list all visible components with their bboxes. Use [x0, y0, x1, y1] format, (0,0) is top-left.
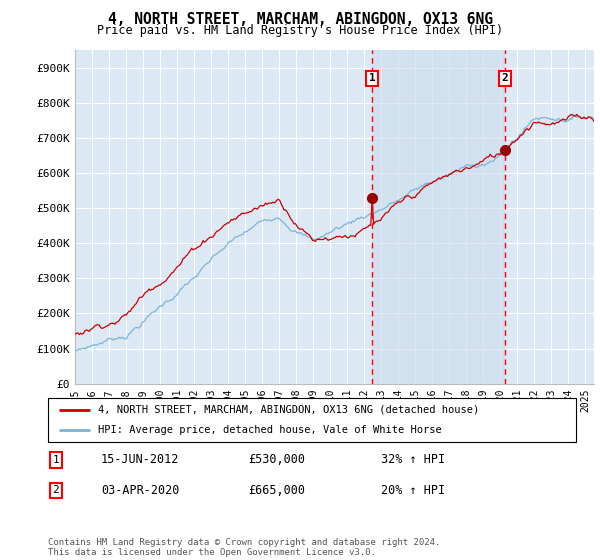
- Text: 32% ↑ HPI: 32% ↑ HPI: [380, 453, 445, 466]
- Text: 1: 1: [53, 455, 59, 465]
- Text: 1: 1: [368, 73, 376, 83]
- Text: 2: 2: [53, 486, 59, 496]
- Bar: [372, 50, 505, 384]
- Text: HPI: Average price, detached house, Vale of White Horse: HPI: Average price, detached house, Vale…: [98, 425, 442, 435]
- Text: Price paid vs. HM Land Registry's House Price Index (HPI): Price paid vs. HM Land Registry's House …: [97, 24, 503, 36]
- Text: 15-JUN-2012: 15-JUN-2012: [101, 453, 179, 466]
- Text: 4, NORTH STREET, MARCHAM, ABINGDON, OX13 6NG: 4, NORTH STREET, MARCHAM, ABINGDON, OX13…: [107, 12, 493, 27]
- Text: 2: 2: [502, 73, 508, 83]
- FancyBboxPatch shape: [48, 398, 576, 442]
- Text: 20% ↑ HPI: 20% ↑ HPI: [380, 484, 445, 497]
- Text: 4, NORTH STREET, MARCHAM, ABINGDON, OX13 6NG (detached house): 4, NORTH STREET, MARCHAM, ABINGDON, OX13…: [98, 405, 479, 415]
- Text: 03-APR-2020: 03-APR-2020: [101, 484, 179, 497]
- Text: Contains HM Land Registry data © Crown copyright and database right 2024.
This d: Contains HM Land Registry data © Crown c…: [48, 538, 440, 557]
- Text: £665,000: £665,000: [248, 484, 305, 497]
- Text: £530,000: £530,000: [248, 453, 305, 466]
